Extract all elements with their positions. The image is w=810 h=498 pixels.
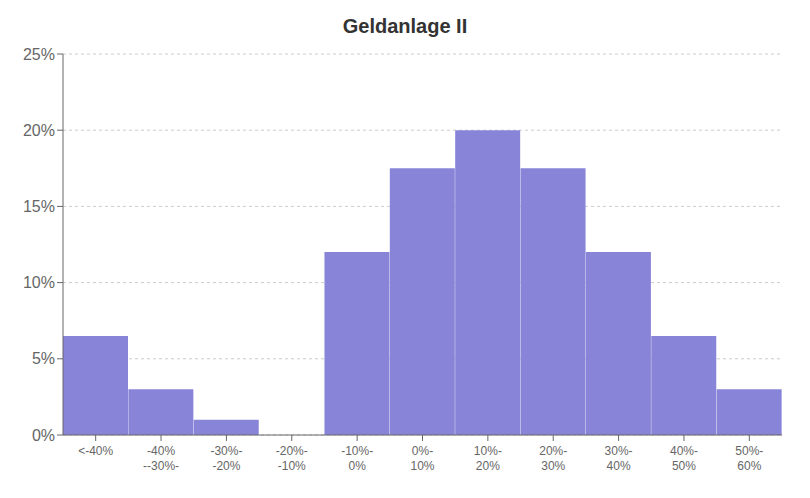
svg-text:30%-40%: 30%-40%: [605, 444, 633, 473]
svg-text:-20%--10%: -20%--10%: [276, 444, 308, 473]
svg-text:0%-10%: 0%-10%: [410, 444, 434, 473]
svg-text:25%: 25%: [23, 46, 55, 63]
svg-text:15%: 15%: [23, 198, 55, 215]
svg-text:-40%--30%-: -40%--30%-: [143, 444, 179, 473]
svg-text:-30%--20%: -30%--20%: [210, 444, 242, 473]
svg-text:50%-60%: 50%-60%: [735, 444, 763, 473]
svg-text:0%: 0%: [32, 427, 55, 444]
html-text:Geldanlage II: Geldanlage II: [342, 15, 468, 37]
svg-text:40%-50%: 40%-50%: [670, 444, 698, 473]
svg-text:10%-20%: 10%-20%: [474, 444, 502, 473]
svg-text:10%: 10%: [23, 274, 55, 291]
svg-text:5%: 5%: [32, 350, 55, 367]
svg-text:20%: 20%: [23, 122, 55, 139]
svg-text:<-40%: <-40%: [78, 444, 113, 458]
svg-text:20%-30%: 20%-30%: [539, 444, 567, 473]
svg-text:-10%-0%: -10%-0%: [341, 444, 373, 473]
